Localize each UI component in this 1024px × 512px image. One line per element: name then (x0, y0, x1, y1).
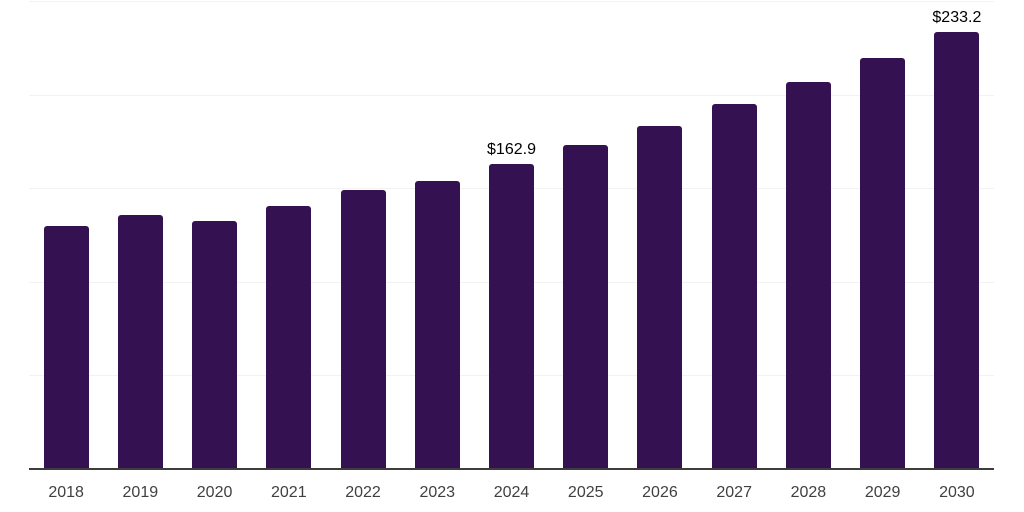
x-tick-label-2019: 2019 (122, 484, 159, 501)
bar-2023 (414, 180, 460, 469)
bar-2030 (934, 32, 980, 469)
x-tick-label-2025: 2025 (567, 484, 604, 501)
x-tick-label-2029: 2029 (864, 484, 901, 501)
x-tick-label-2027: 2027 (716, 484, 752, 501)
bar-2029 (860, 57, 906, 469)
bar-2018 (43, 226, 89, 469)
x-tick-label-2022: 2022 (345, 484, 381, 501)
x-tick-label-2024: 2024 (493, 484, 530, 501)
bar-2022 (340, 190, 386, 469)
x-tick-label-2020: 2020 (196, 484, 233, 501)
x-tick-label-2028: 2028 (790, 484, 827, 501)
data-label-2024: $162.9 (487, 141, 536, 159)
x-tick-label-2026: 2026 (642, 484, 678, 501)
bar-2021 (266, 206, 312, 469)
bar-2025 (563, 145, 609, 469)
x-tick-label-2021: 2021 (271, 484, 307, 501)
x-tick-label-2023: 2023 (419, 484, 456, 501)
data-label-2030: $233.2 (932, 9, 982, 27)
bar-2027 (711, 104, 757, 469)
x-tick-label-2030: 2030 (939, 484, 975, 501)
bar-2026 (637, 125, 683, 469)
bar-2019 (117, 214, 163, 469)
bar-2024 (489, 164, 534, 469)
plot-area: $162.9 $233.2 (29, 0, 994, 470)
x-axis-tick-labels: 2018 2019 2020 2021 2022 2023 2024 2025 2026 2027… (29, 483, 994, 503)
gridline (29, 1, 994, 2)
x-axis-line (29, 468, 994, 470)
bar-2020 (192, 220, 238, 469)
x-tick-label-2018: 2018 (48, 484, 84, 501)
bar-2028 (785, 81, 831, 469)
gridline (29, 94, 994, 96)
